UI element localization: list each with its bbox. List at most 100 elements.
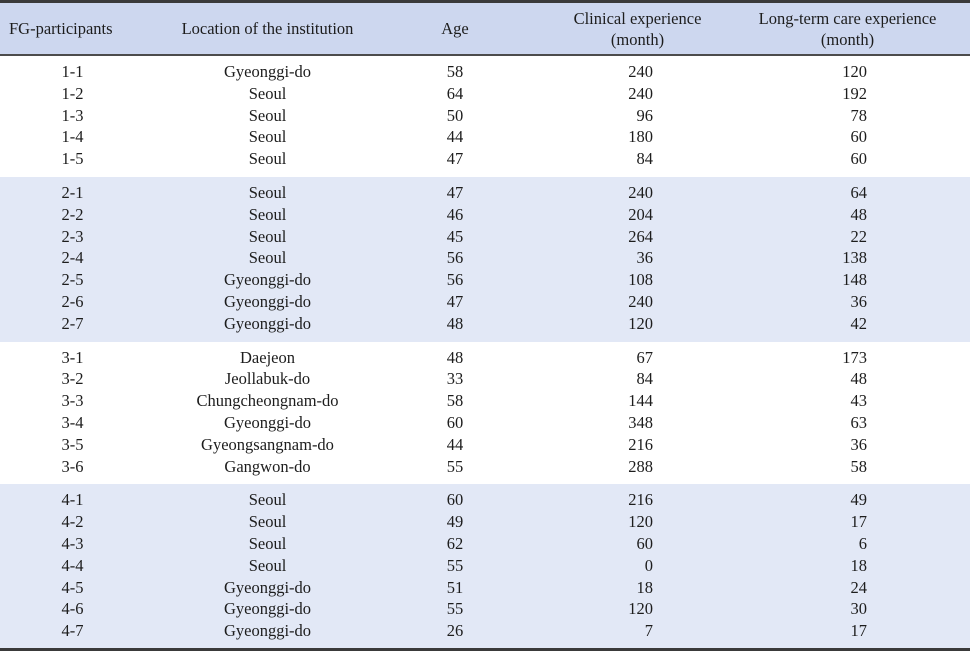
age: 47 (390, 176, 520, 204)
column-header-label: FG-participants (9, 19, 113, 38)
participant-id: 3-4 (61, 412, 84, 432)
focus-group-1: 1-1 Gyeonggi-do 58 240 120 1-2 Seoul 64 240 192 1-… (0, 55, 970, 177)
institution-location: Gyeonggi-do (145, 269, 390, 291)
institution-location: Seoul (145, 203, 390, 226)
participant-id: 1-5 (61, 149, 84, 169)
clinical-experience-months: 120 (520, 511, 725, 533)
participants-table: FG-participants Location of the institut… (0, 3, 970, 648)
institution-location: Seoul (248, 83, 287, 103)
table-row: 1-4 Seoul 44 180 60 (0, 126, 970, 148)
participant-id: 3-5 (61, 434, 84, 454)
focus-group-3: 3-1 Daejeon 48 67 173 3-2 Jeollabuk-do 33 84 48 3-… (0, 342, 970, 485)
clinical-experience-months: 7 (520, 620, 725, 648)
table-row: 2-2 Seoul 46 204 48 (0, 203, 970, 226)
participant-id: 3-3 (61, 391, 84, 411)
clinical-experience-months: 204 (520, 203, 725, 226)
column-header-label: Location of the institution (181, 19, 354, 38)
table-row: 4-2 Seoul 49 120 17 (0, 511, 970, 533)
clinical-experience-months: 84 (636, 149, 654, 169)
age: 49 (390, 511, 520, 533)
longterm-care-experience-months: 60 (850, 127, 868, 147)
participant-id: 4-2 (0, 511, 145, 533)
longterm-care-experience-months: 49 (725, 484, 970, 512)
institution-location: Seoul (248, 149, 287, 169)
participant-id: 2-2 (0, 203, 145, 226)
longterm-care-experience-months: 42 (725, 312, 970, 342)
participant-id: 4-1 (0, 484, 145, 512)
participant-id: 2-7 (0, 312, 145, 342)
longterm-care-experience-months: 17 (725, 511, 970, 533)
longterm-care-experience-months: 6 (725, 532, 970, 555)
age: 48 (390, 312, 520, 342)
longterm-care-experience-months: 17 (725, 620, 970, 648)
longterm-care-experience-months: 43 (850, 391, 868, 411)
participant-id: 1-2 (61, 83, 84, 103)
table-row: 3-1 Daejeon 48 67 173 (0, 342, 970, 369)
table-row: 2-5 Gyeonggi-do 56 108 148 (0, 269, 970, 291)
longterm-care-experience-months: 192 (842, 83, 867, 103)
participant-id: 2-6 (0, 290, 145, 313)
participant-id: 1-4 (61, 127, 84, 147)
age: 26 (390, 620, 520, 648)
age: 64 (446, 83, 464, 103)
age: 51 (390, 576, 520, 599)
clinical-experience-months: 216 (520, 484, 725, 512)
institution-location: Gangwon-do (224, 456, 311, 476)
clinical-experience-months: 60 (520, 532, 725, 555)
table-row: 1-3 Seoul 50 96 78 (0, 105, 970, 127)
participant-id: 2-1 (0, 176, 145, 204)
table-row: 3-3 Chungcheongnam-do 58 144 43 (0, 390, 970, 412)
clinical-experience-months: 216 (628, 434, 653, 454)
age: 45 (390, 225, 520, 248)
table-row: 1-5 Seoul 47 84 60 (0, 148, 970, 177)
institution-location: Chungcheongnam-do (196, 391, 339, 411)
clinical-experience-months: 264 (520, 225, 725, 248)
age: 46 (390, 203, 520, 226)
table-row: 4-1 Seoul 60 216 49 (0, 484, 970, 512)
clinical-experience-months: 288 (628, 456, 653, 476)
longterm-care-experience-months: 18 (725, 554, 970, 577)
header-row: FG-participants Location of the institut… (0, 3, 970, 56)
clinical-experience-months: 144 (628, 391, 653, 411)
age: 56 (390, 247, 520, 270)
longterm-care-experience-months: 22 (725, 225, 970, 248)
table-row: 1-2 Seoul 64 240 192 (0, 83, 970, 105)
column-header-age: Age (390, 3, 520, 56)
participant-id: 1-3 (61, 105, 84, 125)
table-row: 4-3 Seoul 62 60 6 (0, 532, 970, 555)
age: 55 (390, 598, 520, 621)
clinical-experience-months: 120 (520, 312, 725, 342)
institution-location: Daejeon (240, 347, 295, 367)
participant-id: 4-5 (0, 576, 145, 599)
institution-location: Gyeonggi-do (145, 576, 390, 599)
clinical-experience-months: 240 (520, 290, 725, 313)
institution-location: Gyeonggi-do (145, 290, 390, 313)
institution-location: Seoul (145, 176, 390, 204)
table-row: 3-4 Gyeonggi-do 60 348 63 (0, 412, 970, 434)
participant-id: 1-1 (61, 62, 84, 81)
institution-location: Seoul (145, 484, 390, 512)
participant-id: 4-4 (0, 554, 145, 577)
age: 60 (446, 412, 464, 432)
table-row: 2-1 Seoul 47 240 64 (0, 176, 970, 204)
table-row: 4-7 Gyeonggi-do 26 7 17 (0, 620, 970, 648)
table-row: 2-3 Seoul 45 264 22 (0, 225, 970, 248)
longterm-care-experience-months: 148 (725, 269, 970, 291)
column-header-label: Clinical experience (573, 8, 702, 28)
age: 33 (446, 369, 464, 389)
longterm-care-experience-months: 64 (725, 176, 970, 204)
age: 58 (446, 62, 464, 81)
age: 44 (446, 127, 464, 147)
longterm-care-experience-months: 173 (842, 347, 867, 367)
column-header-location: Location of the institution (145, 3, 390, 56)
institution-location: Seoul (248, 127, 287, 147)
institution-location: Gyeonggi-do (223, 62, 312, 81)
table-row: 1-1 Gyeonggi-do 58 240 120 (0, 55, 970, 83)
longterm-care-experience-months: 58 (850, 456, 868, 476)
age: 62 (390, 532, 520, 555)
participant-id: 4-7 (0, 620, 145, 648)
longterm-care-experience-months: 78 (850, 105, 868, 125)
longterm-care-experience-months: 120 (842, 62, 867, 81)
table-row: 2-4 Seoul 56 36 138 (0, 247, 970, 270)
